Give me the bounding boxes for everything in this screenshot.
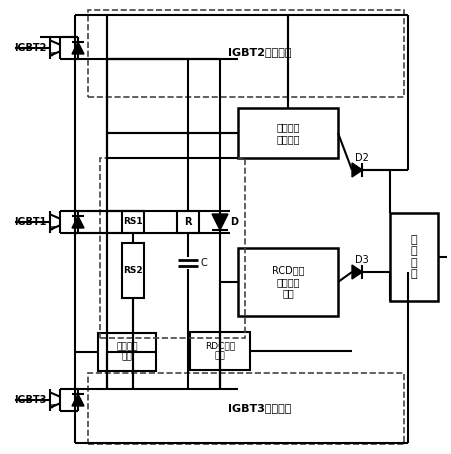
Text: RS2: RS2 [123, 266, 143, 275]
Bar [122, 243, 144, 298]
Polygon shape [351, 265, 362, 279]
Bar [238, 108, 337, 158]
Text: D3: D3 [354, 255, 368, 265]
Text: D: D [230, 217, 238, 227]
Text: IGBT1: IGBT1 [14, 217, 46, 227]
Text: IGBT3: IGBT3 [14, 395, 46, 405]
Text: IGBT3取能电路: IGBT3取能电路 [228, 403, 291, 413]
Bar [177, 211, 198, 233]
Bar [98, 333, 156, 371]
Polygon shape [212, 214, 227, 230]
Text: IGBT2取能电路: IGBT2取能电路 [228, 47, 291, 57]
Polygon shape [351, 163, 362, 177]
Text: RS1: RS1 [123, 217, 143, 227]
Text: 取
得
电
能: 取 得 电 能 [410, 235, 416, 279]
Polygon shape [72, 216, 84, 228]
Text: IGBT2: IGBT2 [14, 43, 46, 53]
Text: D2: D2 [354, 153, 368, 163]
Bar [238, 248, 337, 316]
Bar [88, 10, 403, 97]
Bar [389, 213, 437, 301]
Polygon shape [72, 394, 84, 406]
Text: 静态电阻
取能电路: 静态电阻 取能电路 [276, 122, 299, 144]
Text: RDC缓冲
电路: RDC缓冲 电路 [204, 341, 235, 360]
Text: 静态决压
电阻: 静态决压 电阻 [116, 342, 138, 362]
Bar [100, 158, 244, 338]
Text: R: R [184, 217, 191, 227]
Text: C: C [200, 258, 207, 268]
Bar [88, 373, 403, 444]
Bar [122, 211, 144, 233]
Polygon shape [72, 42, 84, 54]
Text: RCD缓冲
电路取能
电路: RCD缓冲 电路取能 电路 [271, 266, 304, 299]
Bar [189, 332, 249, 370]
